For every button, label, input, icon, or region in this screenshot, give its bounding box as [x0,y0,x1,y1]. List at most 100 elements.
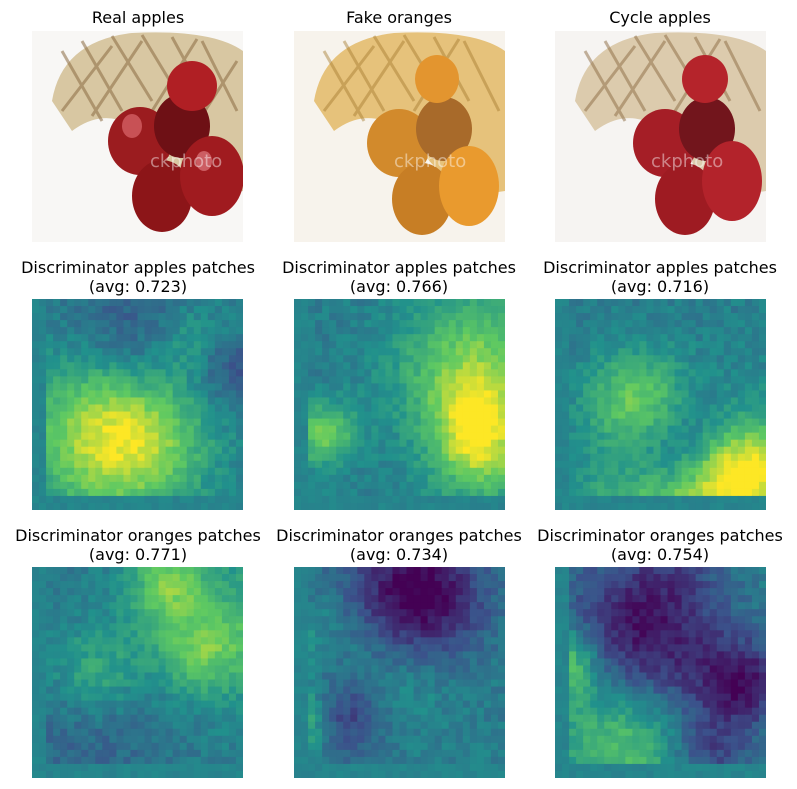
heatmap-cell [681,602,690,610]
heatmap-cell [653,474,662,483]
heatmap-cell [214,446,223,455]
heatmap-cell [109,630,117,638]
heatmap-cell [625,595,633,603]
heatmap-cell [618,355,626,363]
heatmap-cell [228,658,237,667]
heatmap-cell [420,474,429,483]
heatmap-cell [639,327,648,335]
heatmap-cell [294,397,302,406]
heatmap-cell [639,658,648,667]
heatmap-cell [123,721,132,730]
heatmap-cell [343,707,351,716]
heatmap-cell [562,574,570,582]
heatmap-cell [39,432,47,441]
heatmap-cell [590,327,598,335]
heatmap-cell [308,439,316,448]
heatmap-cell [151,763,160,772]
heatmap-cell [193,362,202,370]
heatmap-cell [625,313,633,321]
heatmap-cell [555,651,563,660]
heatmap-cell [483,306,492,314]
heatmap-cell [590,390,598,399]
heatmap-cell [562,446,570,455]
heatmap-cell [214,735,223,744]
heatmap-cell [228,735,237,744]
heatmap-cell [357,735,365,744]
heatmap-cell [730,404,739,413]
heatmap-cell [74,425,82,434]
heatmap-cell [221,418,230,427]
heatmap-cell [336,770,344,778]
heatmap-cell [336,488,344,497]
heatmap-cell [562,651,570,660]
heatmap-cell [490,474,499,483]
heatmap-cell [723,644,732,652]
heatmap-cell [688,306,697,314]
heatmap-cell [364,693,372,702]
heatmap-cell [483,453,492,462]
heatmap-cell [385,644,394,652]
heatmap-cell [228,672,237,681]
heatmap-cell [53,313,61,321]
heatmap-cell [214,700,223,709]
heatmap-cell [385,588,394,596]
heatmap-cell [172,672,181,681]
heatmap-cell [228,390,237,399]
heatmap-cell [371,651,379,660]
heatmap-cell [214,714,223,723]
heatmap-cell [392,588,401,596]
heatmap-cell [371,341,379,349]
heatmap-cell [413,581,422,589]
heatmap-cell [455,453,464,462]
heatmap-cell [207,602,216,610]
heatmap-cell [364,306,372,314]
heatmap-cell [476,602,485,610]
heatmap-cell [46,439,54,448]
heatmap-cell [88,609,96,617]
heatmap-cell [730,355,739,363]
heatmap-cell [308,362,316,370]
heatmap-cell [611,432,619,441]
heatmap-cell [399,418,408,427]
heatmap-cell [46,397,54,406]
heatmap-cell [322,742,330,751]
heatmap-cell [751,481,760,490]
heatmap-cell [632,474,640,483]
heatmap-cell [81,693,89,702]
heatmap-cell [462,460,471,469]
heatmap-cell [200,763,209,772]
heatmap-cell [123,341,132,349]
heatmap-cell [60,481,68,490]
heatmap-cell [490,756,499,765]
heatmap-cell [32,390,40,399]
heatmap-cell [144,623,153,631]
heatmap-cell [646,665,655,674]
heatmap-cell [555,313,563,321]
heatmap-cell [329,714,337,723]
heatmap-cell [688,334,697,342]
heatmap-cell [179,460,188,469]
heatmap-cell [123,320,132,328]
heatmap-cell [95,700,103,709]
heatmap-cell [674,665,683,674]
heatmap-cell [744,341,753,349]
heatmap-cell [434,327,443,335]
heatmap-cell [469,700,478,709]
heatmap-cell [39,770,47,778]
heatmap-cell [597,446,605,455]
heatmap-cell [158,488,167,497]
heatmap-cell [95,616,103,624]
heatmap-cell [455,446,464,455]
heatmap-cell [441,686,450,695]
heatmap-cell [406,453,415,462]
heatmap-cell [462,679,471,688]
heatmap-cell [207,502,216,510]
heatmap-cell [329,341,337,349]
heatmap-cell [315,651,323,660]
heatmap-cell [737,495,746,504]
heatmap-cell [674,460,683,469]
heatmap-cell [420,574,429,582]
heatmap-cell [730,630,739,638]
heatmap-cell [399,425,408,434]
heatmap-cell [193,488,202,497]
